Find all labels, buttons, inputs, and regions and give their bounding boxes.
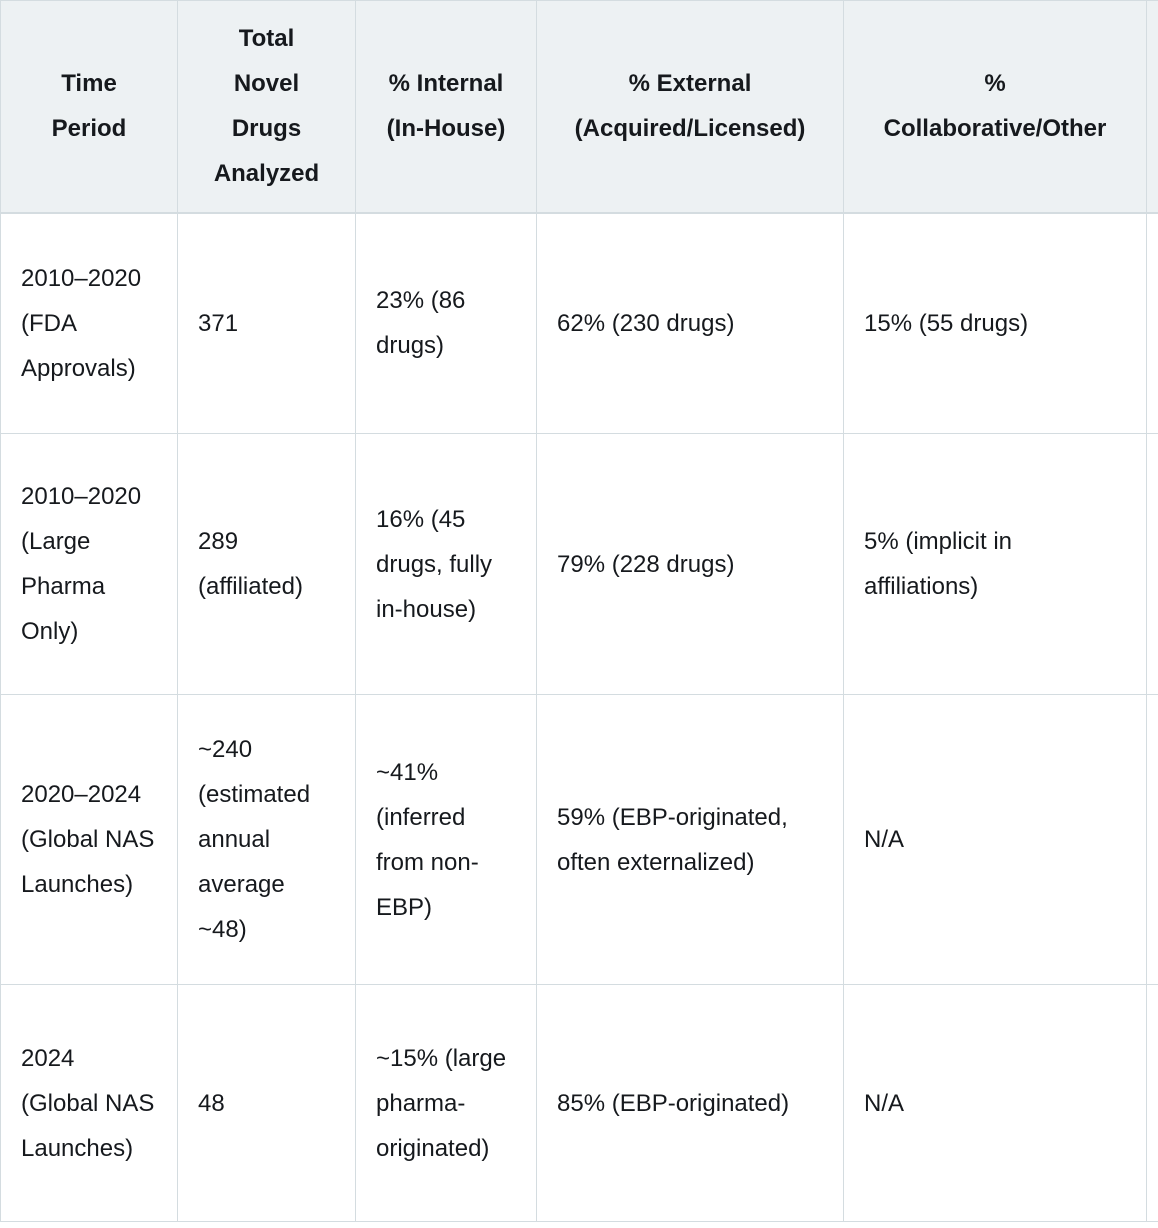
table-cell-pct-internal: 23% (86 drugs) bbox=[355, 212, 537, 434]
table-row: 2020–2024 (Global NAS Launches) ~240 (es… bbox=[0, 694, 1158, 985]
table-cell-time-period: 2020–2024 (Global NAS Launches) bbox=[0, 694, 178, 985]
table-cell-pct-internal: 16% (45 drugs, fully in-house) bbox=[355, 433, 537, 695]
table-cell-cutoff bbox=[1146, 433, 1158, 695]
table-cell-time-period: 2010–2020 (Large Pharma Only) bbox=[0, 433, 178, 695]
table-cell-time-period: 2010–2020 (FDA Approvals) bbox=[0, 212, 178, 434]
table-cell-cutoff bbox=[1146, 694, 1158, 985]
table-cell-pct-collaborative: 5% (implicit in affiliations) bbox=[843, 433, 1147, 695]
table-row: 2024 (Global NAS Launches) 48 ~15% (larg… bbox=[0, 984, 1158, 1222]
table-cell-total-drugs: 371 bbox=[177, 212, 356, 434]
table-cell-pct-collaborative: N/A bbox=[843, 694, 1147, 985]
table-cell-total-drugs: 289 (affiliated) bbox=[177, 433, 356, 695]
table-cell-pct-external: 62% (230 drugs) bbox=[536, 212, 844, 434]
column-header-total-novel-drugs: Total Novel Drugs Analyzed bbox=[177, 0, 356, 214]
table-cell-cutoff bbox=[1146, 212, 1158, 434]
table-row: 2010–2020 (FDA Approvals) 371 23% (86 dr… bbox=[0, 212, 1158, 434]
table-cell-pct-internal: ~15% (large pharma-originated) bbox=[355, 984, 537, 1222]
column-header-pct-external: % External (Acquired/Licensed) bbox=[536, 0, 844, 214]
table-cell-pct-collaborative: 15% (55 drugs) bbox=[843, 212, 1147, 434]
column-header-cutoff bbox=[1146, 0, 1158, 214]
table-cell-pct-internal: ~41% (inferred from non-EBP) bbox=[355, 694, 537, 985]
table-cell-time-period: 2024 (Global NAS Launches) bbox=[0, 984, 178, 1222]
table-cell-pct-collaborative: N/A bbox=[843, 984, 1147, 1222]
column-header-pct-collaborative: % Collaborative/Other bbox=[843, 0, 1147, 214]
table-cell-total-drugs: ~240 (estimated annual average ~48) bbox=[177, 694, 356, 985]
table-row: 2010–2020 (Large Pharma Only) 289 (affil… bbox=[0, 433, 1158, 695]
column-header-time-period: Time Period bbox=[0, 0, 178, 214]
header-row: Time Period Total Novel Drugs Analyzed %… bbox=[0, 0, 1158, 214]
table-cell-cutoff bbox=[1146, 984, 1158, 1222]
table-cell-pct-external: 79% (228 drugs) bbox=[536, 433, 844, 695]
table-cell-total-drugs: 48 bbox=[177, 984, 356, 1222]
column-header-pct-internal: % Internal (In-House) bbox=[355, 0, 537, 214]
table-cell-pct-external: 85% (EBP-originated) bbox=[536, 984, 844, 1222]
table-cell-pct-external: 59% (EBP-originated, often externalized) bbox=[536, 694, 844, 985]
